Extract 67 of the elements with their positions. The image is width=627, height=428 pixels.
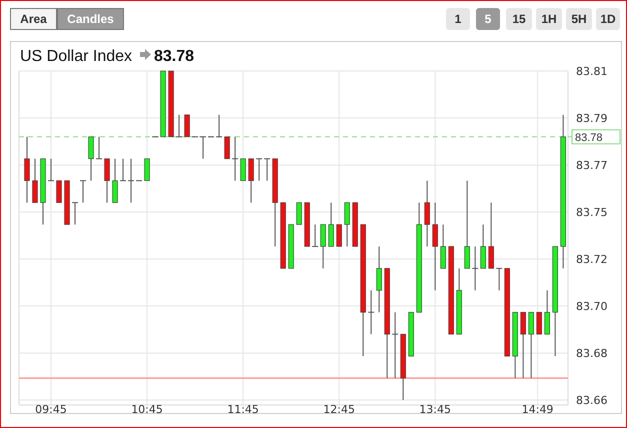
x-tick-label: 10:45 <box>131 403 163 416</box>
candlestick <box>528 312 534 379</box>
candlestick <box>240 158 246 181</box>
candlestick <box>176 114 183 138</box>
candlestick <box>480 224 486 269</box>
candlestick <box>264 158 271 182</box>
view-button[interactable]: Area <box>10 8 57 30</box>
candlestick <box>88 136 94 182</box>
candlestick <box>536 312 542 334</box>
x-tick-label: 12:45 <box>323 403 355 416</box>
candlestick <box>232 136 239 182</box>
x-tick-label: 14:49 <box>522 403 554 416</box>
interval-button[interactable]: 15 <box>506 8 532 30</box>
candlestick <box>200 136 207 160</box>
y-tick-label: 83.75 <box>576 206 608 220</box>
candlestick <box>248 158 254 204</box>
y-tick-label: 83.77 <box>576 159 608 172</box>
chart-subtitle: 83.78 <box>154 48 194 65</box>
chart-title: US Dollar Index <box>20 48 132 65</box>
x-tick-label: 11:45 <box>227 403 259 416</box>
y-tick-label: 83.68 <box>576 347 608 360</box>
candlestick <box>440 224 446 269</box>
candlestick <box>424 180 430 247</box>
candlestick <box>328 202 334 247</box>
candlestick <box>464 180 470 269</box>
x-tick-label: 13:45 <box>419 403 452 416</box>
candlestick <box>80 180 87 204</box>
candlestick <box>56 180 62 204</box>
y-tick-label: 83.81 <box>576 65 608 78</box>
interval-button[interactable]: 1H <box>536 8 562 30</box>
y-tick-label: 83.72 <box>576 252 608 266</box>
candlestick <box>24 136 30 204</box>
candlestick <box>344 202 350 247</box>
candlestick <box>368 290 375 335</box>
candlestick <box>48 158 55 182</box>
candlestick <box>392 312 399 379</box>
candlestick <box>336 224 342 247</box>
candlestick <box>432 202 438 291</box>
candlestick <box>256 158 263 182</box>
candlestick <box>184 114 190 138</box>
candlestick <box>112 158 118 204</box>
candlestick <box>320 224 326 269</box>
candlestick <box>472 246 479 291</box>
candlestick <box>544 290 550 335</box>
y-tick-label: 83.70 <box>576 300 608 313</box>
candlestick <box>216 114 223 138</box>
candlestick <box>488 202 494 269</box>
interval-button[interactable]: 5H <box>566 8 592 30</box>
candlestick <box>96 136 103 160</box>
interval-button[interactable]: 1D <box>596 8 620 30</box>
candlestick <box>32 158 38 204</box>
candlestick <box>312 224 319 247</box>
candlestick <box>128 158 135 204</box>
interval-button[interactable]: 1 <box>446 8 470 30</box>
candlestick <box>376 246 382 313</box>
candlestick <box>520 312 526 379</box>
candlestick <box>120 158 127 182</box>
candlestick <box>104 158 110 204</box>
y-tick-label: 83.79 <box>576 112 608 125</box>
ref-line-label: 83.78 <box>575 132 603 144</box>
candlestick <box>496 268 503 291</box>
x-tick-label: 09:45 <box>35 403 67 416</box>
candlestick <box>296 202 302 225</box>
candlestick <box>144 158 150 181</box>
y-tick-label: 83.66 <box>576 394 608 407</box>
candlestick <box>72 202 79 226</box>
candlestick <box>224 136 230 160</box>
